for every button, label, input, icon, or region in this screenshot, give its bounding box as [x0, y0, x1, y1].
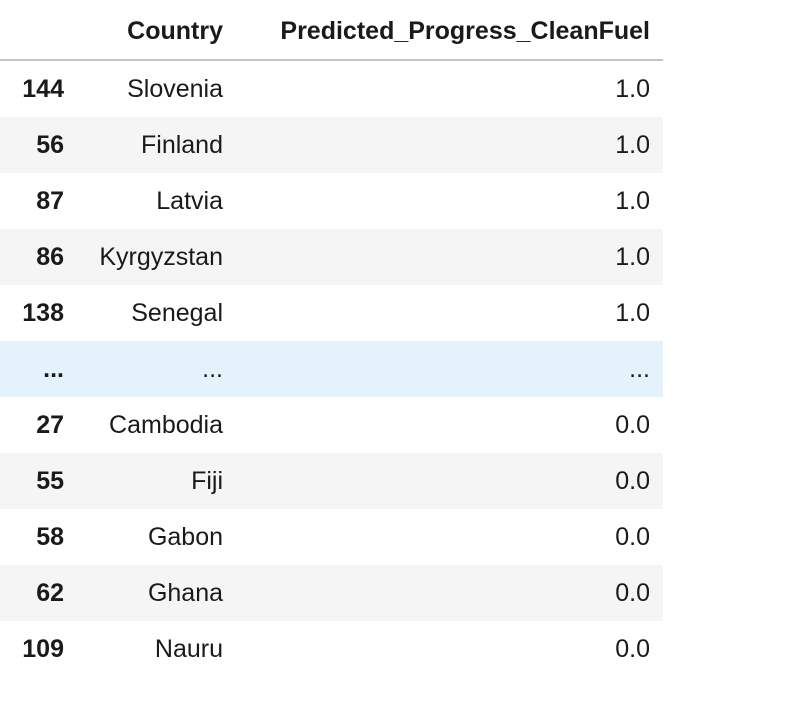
predicted-progress-cell: 1.0	[615, 298, 650, 327]
country-cell: Cambodia	[109, 410, 223, 439]
header-row: Country Predicted_Progress_CleanFuel	[0, 4, 663, 61]
table-row: 86 Kyrgyzstan 1.0	[0, 229, 663, 285]
row-index: 109	[22, 634, 64, 663]
predicted-progress-cell: 1.0	[615, 74, 650, 103]
table-body: 144 Slovenia 1.0 56 Finland 1.0 87 Latvi…	[0, 60, 663, 677]
country-cell: Latvia	[156, 186, 223, 215]
country-cell: ...	[202, 354, 223, 383]
table-row: 62 Ghana 0.0	[0, 565, 663, 621]
country-cell: Finland	[141, 130, 223, 159]
truncated-rows-ellipsis: ... ... ...	[0, 341, 663, 397]
index-column-header	[0, 4, 78, 61]
country-cell: Ghana	[147, 578, 223, 607]
row-index: 62	[36, 578, 64, 607]
predicted-progress-cell: 0.0	[615, 522, 650, 551]
country-cell: Fiji	[191, 466, 223, 495]
country-cell: Nauru	[154, 634, 223, 663]
country-column-header: Country	[78, 4, 236, 61]
predicted-progress-cell: 0.0	[615, 410, 650, 439]
row-index: 56	[36, 130, 64, 159]
row-index: 138	[22, 298, 64, 327]
dataframe-table: Country Predicted_Progress_CleanFuel 144…	[0, 4, 663, 677]
row-index: ...	[43, 354, 64, 383]
country-cell: Slovenia	[127, 74, 223, 103]
table-row: 27 Cambodia 0.0	[0, 397, 663, 453]
predicted-progress-cell: 1.0	[615, 186, 650, 215]
predicted-progress-cell: 0.0	[615, 466, 650, 495]
predicted-progress-cell: 0.0	[615, 634, 650, 663]
predicted-progress-cell: 0.0	[615, 578, 650, 607]
table-header: Country Predicted_Progress_CleanFuel	[0, 4, 663, 61]
row-index: 58	[36, 522, 64, 551]
row-index: 86	[36, 242, 64, 271]
row-index: 27	[36, 410, 64, 439]
row-index: 144	[22, 74, 64, 103]
row-index: 87	[36, 186, 64, 215]
country-cell: Kyrgyzstan	[99, 242, 223, 271]
table-row: 138 Senegal 1.0	[0, 285, 663, 341]
predicted-progress-cell: ...	[629, 354, 650, 383]
predicted-progress-cell: 1.0	[615, 130, 650, 159]
predicted-progress-column-header: Predicted_Progress_CleanFuel	[236, 4, 663, 61]
country-cell: Senegal	[131, 298, 223, 327]
row-index: 55	[36, 466, 64, 495]
table-row: 56 Finland 1.0	[0, 117, 663, 173]
table-row: 55 Fiji 0.0	[0, 453, 663, 509]
predicted-progress-cell: 1.0	[615, 242, 650, 271]
table-row: 58 Gabon 0.0	[0, 509, 663, 565]
table-row: 109 Nauru 0.0	[0, 621, 663, 677]
table-row: 144 Slovenia 1.0	[0, 60, 663, 117]
table-row: 87 Latvia 1.0	[0, 173, 663, 229]
country-cell: Gabon	[147, 522, 223, 551]
